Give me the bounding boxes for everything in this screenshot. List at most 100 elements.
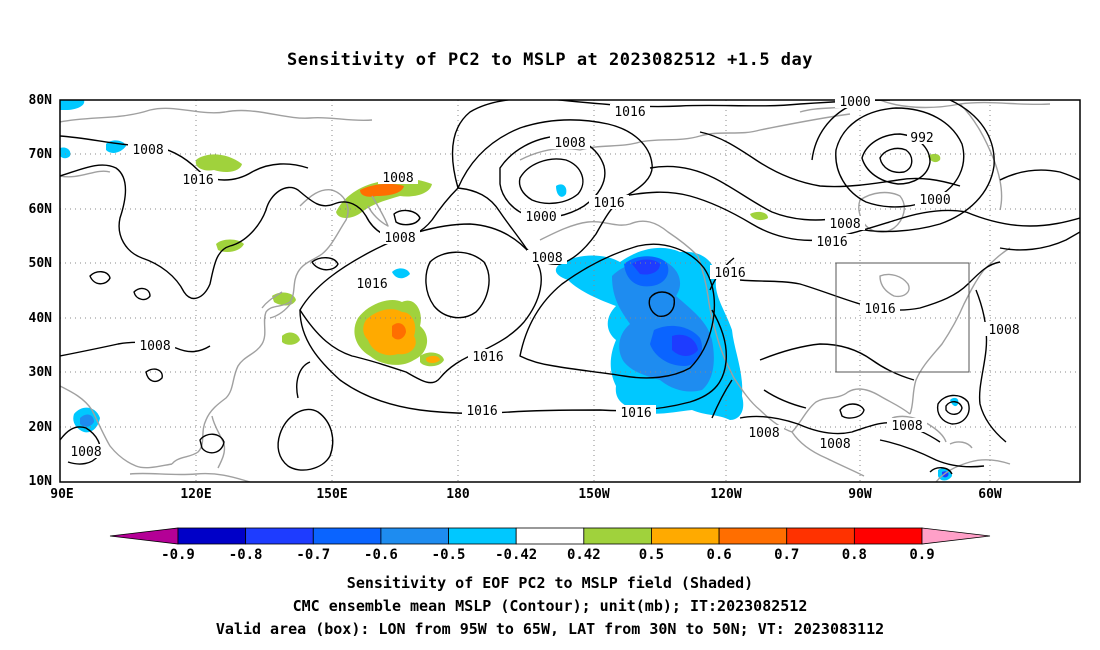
shade-negative-ne-pacific-deep	[632, 259, 660, 275]
coast-japan	[261, 291, 293, 319]
coast-alaska	[519, 113, 851, 161]
contour-label: 1016	[816, 235, 847, 250]
caption-line-3: Valid area (box): LON from 95W to 65W, L…	[215, 620, 885, 638]
shade-positive-central-pacific-core	[363, 309, 416, 356]
colorbar-tick-label: -0.5	[432, 547, 466, 563]
mslp-contours	[60, 100, 1080, 475]
colorbar-segment	[312, 527, 382, 545]
contour-1008-asia-north	[60, 135, 309, 181]
shade-positive-small-2	[195, 154, 242, 172]
contour-label: 1008	[139, 339, 170, 354]
shade-positive-small-1-core	[426, 355, 440, 363]
shade-positive-small-7	[928, 153, 941, 163]
lat-label: 60N	[29, 202, 53, 217]
contour-1008-india-loop	[60, 426, 101, 465]
contour-loop-asia-2	[133, 287, 151, 301]
contour-aleutian-core	[518, 158, 584, 205]
contour-label: 1016	[864, 302, 895, 317]
contour-label: 1000	[525, 210, 556, 225]
longitude-labels: 90E 120E 150E 180 150W 120W 90W 60W	[50, 487, 1002, 502]
contour-1016-asia-north	[60, 164, 335, 300]
colorbar-tick-label: 0.6	[706, 547, 731, 563]
contour-loop-caribbean-inner	[945, 401, 963, 415]
shade-negative-small-1-core	[80, 414, 94, 427]
coast-hudson-bay	[857, 191, 905, 233]
colorbar-tick-label: 0.7	[774, 547, 799, 563]
contour-1016-south-us	[763, 389, 807, 409]
contour-label: 1000	[839, 95, 870, 110]
coast-gulf	[791, 388, 911, 433]
shade-negative-ne-pacific-south-core	[672, 334, 698, 356]
coast-na-west	[697, 255, 793, 433]
contour-label: 1008	[829, 217, 860, 232]
colorbar-arrow-right	[921, 527, 991, 545]
shade-positive-kamchatka-core	[360, 183, 404, 197]
colorbar	[109, 527, 991, 545]
colorbar-tick-label: 0.9	[909, 547, 934, 563]
coast-kamchatka	[367, 195, 389, 227]
contour-label: 1008	[531, 251, 562, 266]
colorbar-segment	[651, 527, 720, 545]
contour-loop-wpac-south	[277, 408, 334, 471]
colorbar-segment	[583, 527, 652, 545]
contour-1008-canada	[699, 131, 961, 188]
colorbar-segment	[515, 527, 585, 545]
contour-label: 1016	[614, 105, 645, 120]
shade-positive-central-pacific-peak	[392, 323, 406, 340]
shade-negative-small-5	[556, 184, 567, 197]
lon-label: 90E	[50, 487, 73, 502]
coast-south-asia	[60, 385, 173, 469]
contour-label: 1016	[182, 173, 213, 188]
lat-label: 10N	[29, 474, 53, 489]
contour-1016-east	[999, 169, 1080, 181]
contour-1016-alaska	[451, 100, 560, 189]
shade-negative-small-4	[60, 147, 71, 159]
colorbar-segment	[380, 527, 449, 545]
lat-label: 50N	[29, 256, 53, 271]
colorbar-segment	[853, 527, 923, 545]
contour-label: 1008	[748, 426, 779, 441]
contour-1016-atlantic-2	[999, 231, 1080, 251]
lon-label: 60W	[978, 487, 1002, 502]
colorbar-tick-label: -0.9	[161, 547, 195, 563]
contour-label: 1008	[819, 437, 850, 452]
contour-1016-canada	[623, 191, 967, 242]
coast-central-america	[791, 431, 865, 477]
contour-label: 1008	[891, 419, 922, 434]
contour-1016-canada-2	[649, 165, 839, 221]
lat-label: 40N	[29, 311, 53, 326]
colorbar-tick-label: -0.6	[364, 547, 398, 563]
contour-arctic-low-inner	[879, 147, 913, 174]
colorbar-segment	[448, 527, 517, 545]
contour-1016-atlantic	[965, 211, 1080, 227]
contour-label: 1016	[593, 196, 624, 211]
contour-loop-wpac-mid	[296, 361, 311, 399]
coast-greenland	[959, 103, 1003, 211]
contour-label: 1008	[384, 231, 415, 246]
contour-loop-gulf	[839, 403, 865, 419]
shade-positive-small-6	[750, 211, 768, 221]
colorbar-segment	[718, 527, 788, 545]
caption-line-1: Sensitivity of EOF PC2 to MSLP field (Sh…	[346, 574, 754, 592]
lon-label: 150E	[316, 487, 347, 502]
contour-loop-asia-3	[145, 368, 163, 383]
contour-992-arctic-low	[861, 133, 931, 185]
contour-label: 1008	[132, 143, 163, 158]
coast-south-america	[935, 459, 1011, 482]
contour-label: 1016	[620, 406, 651, 421]
contour-1016-high-inner	[425, 251, 490, 319]
colorbar-arrow-left	[109, 527, 179, 545]
contour-loop-asia-4	[311, 257, 339, 271]
contour-loop-caribbean	[936, 394, 970, 425]
map-title: Sensitivity of PC2 to MSLP at 2023082512…	[286, 50, 813, 70]
colorbar-labels: -0.9 -0.8 -0.7 -0.6 -0.5 -0.42 0.42 0.5 0.6 0.7 0.…	[161, 547, 935, 563]
contour-label-layer: 1016 1008 1000 992 1000 1008 1016 1008	[66, 94, 1024, 460]
lat-label: 20N	[29, 420, 53, 435]
contour-label: 1008	[988, 323, 1019, 338]
coast-great-lakes	[879, 273, 910, 298]
contour-label: 1008	[554, 136, 585, 151]
valid-area-box	[835, 262, 970, 373]
contour-loop-philippines	[199, 433, 225, 454]
contour-label: 1008	[70, 445, 101, 460]
